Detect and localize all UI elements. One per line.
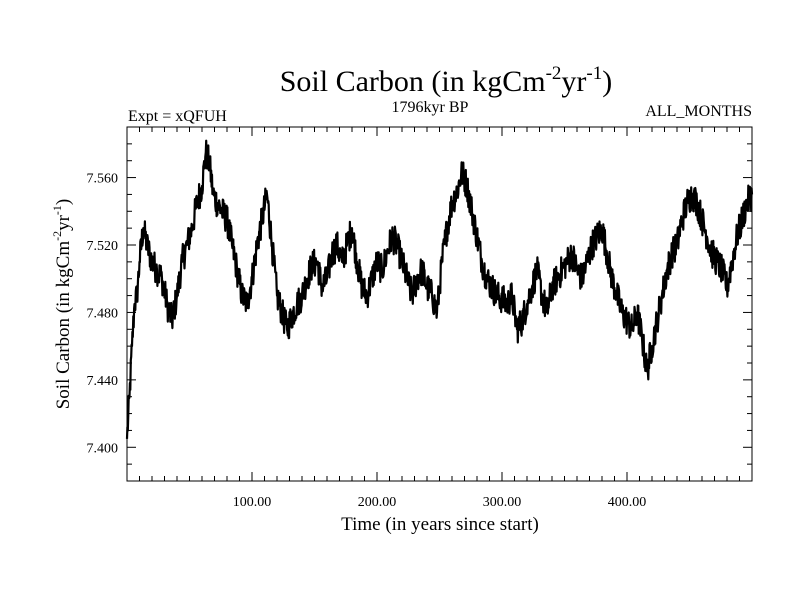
y-tick-label: 7.440: [87, 374, 119, 389]
x-axis-ticks: [139, 127, 740, 481]
months-label: ALL_MONTHS: [645, 103, 752, 120]
y-axis-tick-labels: 7.400 7.440 7.480 7.520 7.560: [87, 172, 119, 457]
series-line-soil-carbon: [125, 139, 754, 439]
x-axis-tick-labels: 100.00 200.00 300.00 400.00: [233, 495, 647, 510]
y-tick-label: 7.560: [87, 172, 119, 187]
y-tick-label: 7.520: [87, 239, 119, 254]
chart-title: Soil Carbon (in kgCm-2yr-1): [280, 63, 613, 98]
x-tick-label: 400.00: [608, 495, 647, 510]
x-tick-label: 100.00: [233, 495, 272, 510]
x-tick-label: 200.00: [358, 495, 397, 510]
x-tick-label: 300.00: [483, 495, 522, 510]
experiment-label: Expt = xQFUH: [128, 108, 227, 125]
x-axis-label: Time (in years since start): [341, 514, 539, 535]
y-tick-label: 7.400: [87, 441, 119, 456]
y-tick-label: 7.480: [87, 306, 119, 321]
period-label: 1796kyr BP: [392, 99, 469, 116]
y-axis-label: Soil Carbon (in kgCm-2yr-1): [50, 199, 74, 410]
